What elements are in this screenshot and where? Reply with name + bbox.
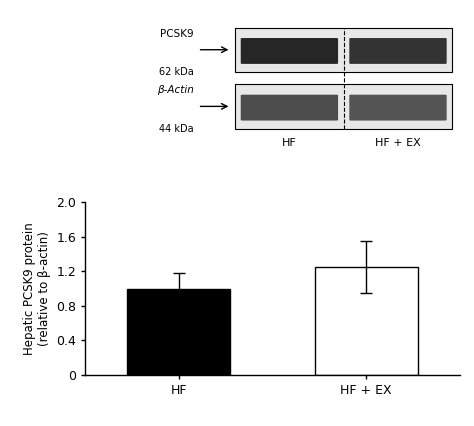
Text: HF: HF <box>282 138 297 148</box>
FancyBboxPatch shape <box>349 38 447 64</box>
FancyBboxPatch shape <box>349 95 447 121</box>
Bar <box>235 84 452 129</box>
Y-axis label: Hepatic PCSK9 protein
(relative to β-actin): Hepatic PCSK9 protein (relative to β-act… <box>23 222 51 355</box>
Text: β-Actin: β-Actin <box>157 85 194 95</box>
Bar <box>128 289 230 375</box>
Text: 44 kDa: 44 kDa <box>159 124 194 134</box>
Text: 62 kDa: 62 kDa <box>159 67 194 77</box>
FancyBboxPatch shape <box>241 38 338 64</box>
Text: HF + EX: HF + EX <box>375 138 421 148</box>
FancyBboxPatch shape <box>241 95 338 121</box>
Bar <box>235 28 452 72</box>
Text: PCSK9: PCSK9 <box>160 29 194 39</box>
Bar <box>315 267 418 375</box>
